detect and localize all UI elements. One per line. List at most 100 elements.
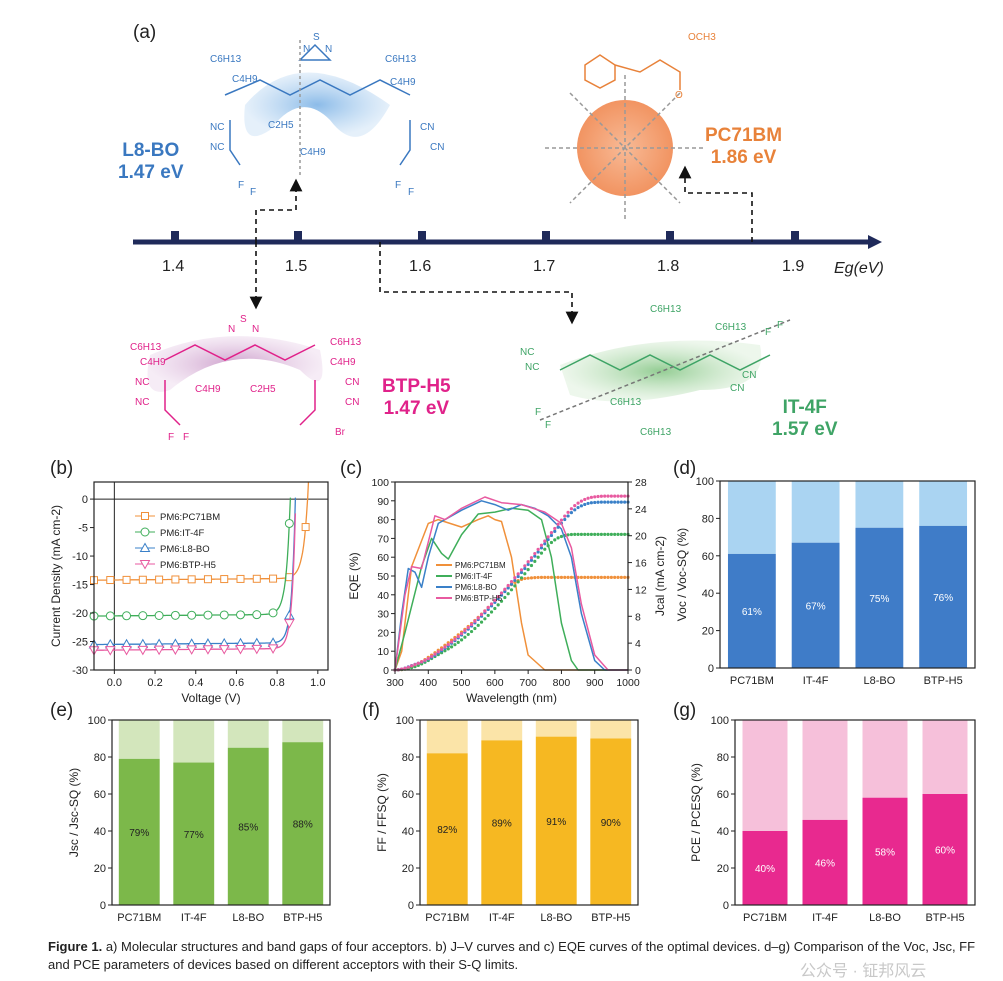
- legend-label: PM6:PC71BM: [160, 512, 220, 523]
- jcal-point: [536, 547, 540, 552]
- plot-frame: [111, 719, 331, 906]
- bar-remaining: [855, 481, 904, 528]
- jcal-point: [613, 494, 617, 498]
- jcal-point: [473, 626, 477, 631]
- svg-text:F: F: [765, 327, 771, 338]
- bar-L8-BO: [535, 736, 577, 905]
- bar-value-label: 75%: [869, 594, 889, 605]
- svg-text:NC: NC: [525, 362, 539, 373]
- svg-text:N: N: [252, 324, 259, 335]
- marker-circle: [138, 611, 148, 621]
- svg-text:NC: NC: [210, 142, 224, 153]
- marker-triangle-up: [283, 609, 295, 620]
- x-tick-label: PC71BM: [743, 912, 787, 924]
- y-tick-label: 80: [377, 515, 389, 527]
- bar-remaining: [791, 481, 840, 543]
- btph5-label: BTP-H5 1.47 eV: [382, 376, 451, 419]
- bar-value-label: 91%: [546, 817, 566, 828]
- jcal-point: [606, 575, 610, 579]
- marker-square: [236, 574, 245, 583]
- legend-label: PM6:L8-BO: [455, 583, 497, 592]
- jcal-point: [519, 570, 524, 575]
- jcal-point: [539, 575, 544, 579]
- jcal-point: [559, 534, 564, 539]
- plot-frame: [719, 480, 976, 669]
- svg-text:F: F: [168, 432, 174, 443]
- bar-L8-BO: [862, 797, 908, 905]
- marker-circle: [236, 610, 246, 620]
- jcal-point: [573, 532, 577, 536]
- svg-text:CN: CN: [420, 122, 434, 133]
- y-tick-label: 20: [377, 627, 389, 639]
- jcal-point: [456, 640, 460, 644]
- marker-triangle-down: [251, 644, 263, 655]
- jcal-point: [583, 497, 587, 502]
- eqe-curve: [394, 515, 628, 671]
- panel-f-label: (f): [362, 700, 380, 721]
- jcal-point: [603, 575, 607, 579]
- pc71bm-structure: OCH3 O: [545, 32, 716, 220]
- x-tick-label: 0.4: [188, 677, 203, 689]
- y-tick-label: 100: [88, 715, 106, 727]
- jcal-point: [509, 580, 514, 584]
- jcal-point: [583, 532, 587, 536]
- marker-circle: [140, 527, 150, 537]
- x-tick-label: 800: [553, 677, 571, 689]
- jcal-point: [556, 575, 560, 579]
- svg-text:C6H13: C6H13: [210, 54, 242, 65]
- y-tick-label: 60: [94, 789, 106, 801]
- legend-label: PM6:BTP-H5: [160, 560, 216, 571]
- marker-circle: [284, 518, 294, 528]
- jcal-point: [533, 554, 537, 558]
- x-tick-label: 900: [586, 677, 604, 689]
- bar-remaining: [802, 720, 848, 820]
- y2-tick-label: 4: [635, 638, 641, 650]
- y-axis-label: Voc / Voc-SQ (%): [675, 528, 689, 621]
- jcal-point: [503, 589, 507, 594]
- jcal-point: [609, 500, 613, 504]
- y-axis-label: PCE / PCESQ (%): [689, 763, 703, 862]
- bar-remaining: [118, 720, 160, 759]
- jcal-point: [573, 504, 577, 508]
- bar-PC71BM: [742, 831, 788, 905]
- marker-circle: [187, 610, 197, 620]
- jcal-point: [486, 613, 490, 618]
- bar-BTP-H5: [590, 738, 632, 905]
- x-tick-label: PC71BM: [117, 912, 161, 924]
- bar-value-label: 82%: [437, 825, 457, 836]
- jcal-point: [583, 502, 587, 507]
- y-tick-label: 30: [377, 609, 389, 621]
- y-tick-label: 0: [82, 494, 88, 506]
- charts-layer: 61%PC71BM67%IT-4F75%L8-BO76%BTP-H5020406…: [49, 476, 976, 924]
- jcal-point: [489, 602, 494, 606]
- y-tick-label: 60: [702, 551, 714, 563]
- y-tick-label: -30: [72, 665, 88, 677]
- y-tick-label: 0: [383, 665, 389, 677]
- jcal-point: [436, 650, 440, 654]
- svg-text:NC: NC: [520, 347, 534, 358]
- bar-value-label: 79%: [129, 828, 149, 839]
- jcal-point: [546, 537, 550, 542]
- svg-text:C4H9: C4H9: [195, 384, 221, 395]
- jcal-point: [603, 500, 607, 504]
- bar-remaining: [282, 720, 324, 743]
- l8bo-label: L8-BO 1.47 eV: [118, 140, 184, 183]
- jcal-point: [483, 617, 487, 621]
- jcal-point: [576, 532, 580, 536]
- marker-square: [122, 575, 131, 584]
- y-axis-label: FF / FFSQ (%): [375, 773, 389, 852]
- marker-triangle-down: [235, 645, 246, 655]
- jcal-point: [569, 575, 574, 579]
- x-axis-label: Wavelength (nm): [466, 691, 557, 705]
- x-tick-label: 0.8: [269, 677, 284, 689]
- jcal-point: [563, 514, 567, 518]
- marker-circle: [219, 610, 229, 620]
- marker-square: [220, 575, 229, 584]
- jcal-point: [533, 551, 537, 556]
- x-tick-label: IT-4F: [489, 912, 515, 924]
- y-tick-label: 20: [717, 863, 729, 875]
- jcal-point: [479, 620, 484, 624]
- y-tick-label: 100: [396, 715, 414, 727]
- jcal-point: [569, 507, 574, 511]
- jcal-point: [433, 652, 437, 656]
